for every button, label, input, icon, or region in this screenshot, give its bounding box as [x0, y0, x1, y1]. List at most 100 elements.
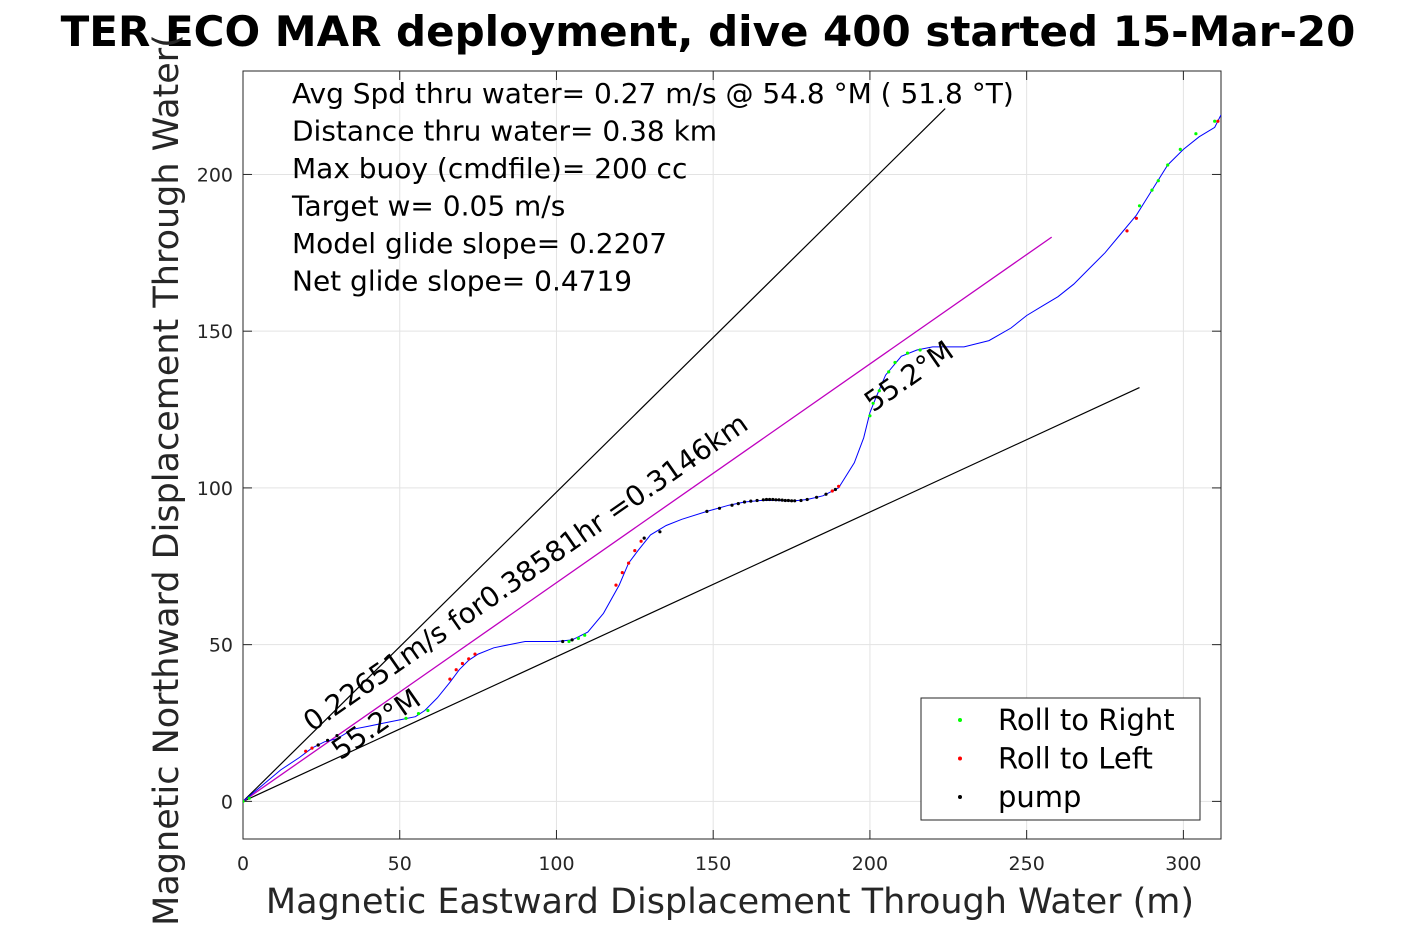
x-tick-label: 50: [388, 853, 412, 875]
info-line: Model glide slope= 0.2207: [292, 227, 667, 260]
x-tick-label: 200: [852, 853, 888, 875]
y-tick-label: 50: [209, 635, 233, 657]
roll-left-marker: [467, 657, 471, 661]
y-tick-label: 150: [197, 321, 233, 343]
pump-marker: [561, 639, 565, 644]
roll-left-marker: [460, 661, 464, 666]
pump-marker: [805, 497, 809, 502]
roll-left-marker: [304, 749, 308, 753]
roll-left-marker: [1125, 229, 1129, 233]
legend: Roll to Right Roll to Left pump: [920, 697, 1201, 821]
x-axis-label: Magnetic Eastward Displacement Through W…: [266, 882, 1194, 922]
roll-right-marker: [868, 414, 872, 418]
legend-label: Roll to Left: [998, 742, 1153, 776]
pump-marker: [742, 500, 747, 504]
heading-line: [243, 236, 1053, 802]
pump-marker: [815, 495, 819, 499]
pump-marker: [326, 738, 330, 742]
pump-marker: [642, 536, 646, 540]
pump-marker: [761, 498, 765, 502]
roll-left-marker: [639, 539, 643, 543]
roll-left-marker: [627, 561, 631, 565]
pump-marker: [777, 498, 781, 502]
roll-left-marker: [310, 746, 314, 750]
info-text-block: Avg Spd thru water= 0.27 m/s @ 54.8 °M (…: [291, 77, 1014, 298]
x-tick-label: 300: [1165, 853, 1201, 875]
roll-right-marker: [1137, 204, 1142, 208]
roll-right-marker: [567, 639, 571, 644]
x-tick-label: 100: [538, 853, 574, 875]
pump-marker: [771, 497, 775, 502]
x-tick-label: 0: [237, 853, 249, 875]
grid: [242, 71, 1221, 839]
pump-marker: [768, 497, 772, 502]
roll-left-marker: [837, 484, 841, 488]
roll-right-marker: [871, 401, 875, 405]
pump-marker: [786, 498, 791, 503]
roll-left-marker: [633, 549, 637, 553]
roll-right-marker: [247, 796, 251, 800]
pump-marker: [730, 503, 734, 507]
pump-marker: [658, 530, 662, 534]
roll-right-marker: [905, 351, 910, 355]
roll-left-marker: [1134, 216, 1138, 220]
pump-marker: [316, 743, 320, 747]
roll-left-marker: [830, 489, 834, 493]
roll-right-marker: [426, 708, 430, 713]
pump-marker: [780, 498, 784, 502]
chart-title: TER ECO MAR deployment, dive 400 started…: [61, 7, 1356, 56]
roll-left-marker: [454, 668, 458, 672]
roll-right-marker: [1150, 188, 1154, 192]
pump-marker: [570, 638, 574, 642]
legend-label: Roll to Right: [998, 703, 1175, 737]
legend-box: [920, 697, 1201, 821]
y-tick-label: 100: [197, 478, 233, 500]
info-line: Distance thru water= 0.38 km: [292, 115, 717, 148]
legend-marker: [958, 756, 962, 761]
pump-marker: [833, 487, 838, 492]
y-axis-label: Magnetic Northward Displacement Through …: [147, 34, 187, 926]
pump-marker: [736, 502, 740, 506]
plot-frame: [242, 70, 1222, 840]
legend-items: Roll to Right Roll to Left pump: [958, 703, 1175, 814]
pump-marker: [764, 497, 769, 502]
legend-marker: [958, 795, 962, 799]
pump-marker: [705, 509, 709, 513]
roll-right-marker: [1178, 147, 1182, 151]
pump-marker: [749, 499, 753, 503]
legend-marker: [958, 718, 962, 722]
roll-right-marker: [1213, 119, 1217, 123]
roll-left-marker: [620, 571, 624, 575]
y-tick-label: 200: [197, 164, 233, 186]
info-line: Max buoy (cmdfile)= 200 cc: [292, 152, 687, 185]
roll-right-marker: [416, 712, 421, 716]
x-tick-label: 150: [695, 853, 731, 875]
roll-left-marker: [448, 677, 452, 681]
pump-marker: [793, 499, 797, 503]
info-line: Target w= 0.05 m/s: [291, 190, 565, 223]
roll-right-marker: [918, 348, 922, 352]
pump-marker: [335, 734, 339, 738]
y-tick-label: 0: [221, 791, 233, 813]
info-line: Avg Spd thru water= 0.27 m/s @ 54.8 °M (…: [292, 77, 1014, 110]
pump-marker: [824, 492, 828, 496]
roll-right-marker: [1156, 179, 1160, 183]
legend-label: pump: [998, 780, 1081, 814]
roll-right-marker: [576, 636, 581, 641]
pump-marker: [790, 499, 794, 503]
pump-marker: [783, 498, 787, 503]
roll-right-marker: [887, 370, 891, 374]
axis-ticks: 0 50 100 150 200 250 300 0 50 100 150 200: [197, 71, 1221, 875]
roll-right-marker: [893, 360, 897, 365]
roll-right-marker: [877, 389, 881, 393]
upper-bound-line: [243, 108, 946, 802]
lower-bound-line: [243, 387, 1140, 802]
pump-marker: [774, 498, 778, 502]
roll-left-marker: [614, 583, 618, 587]
x-tick-label: 250: [1009, 853, 1045, 875]
info-line: Net glide slope= 0.4719: [292, 265, 632, 298]
pump-marker: [717, 506, 722, 510]
roll-right-marker: [404, 716, 408, 720]
roll-right-marker: [1194, 132, 1198, 136]
